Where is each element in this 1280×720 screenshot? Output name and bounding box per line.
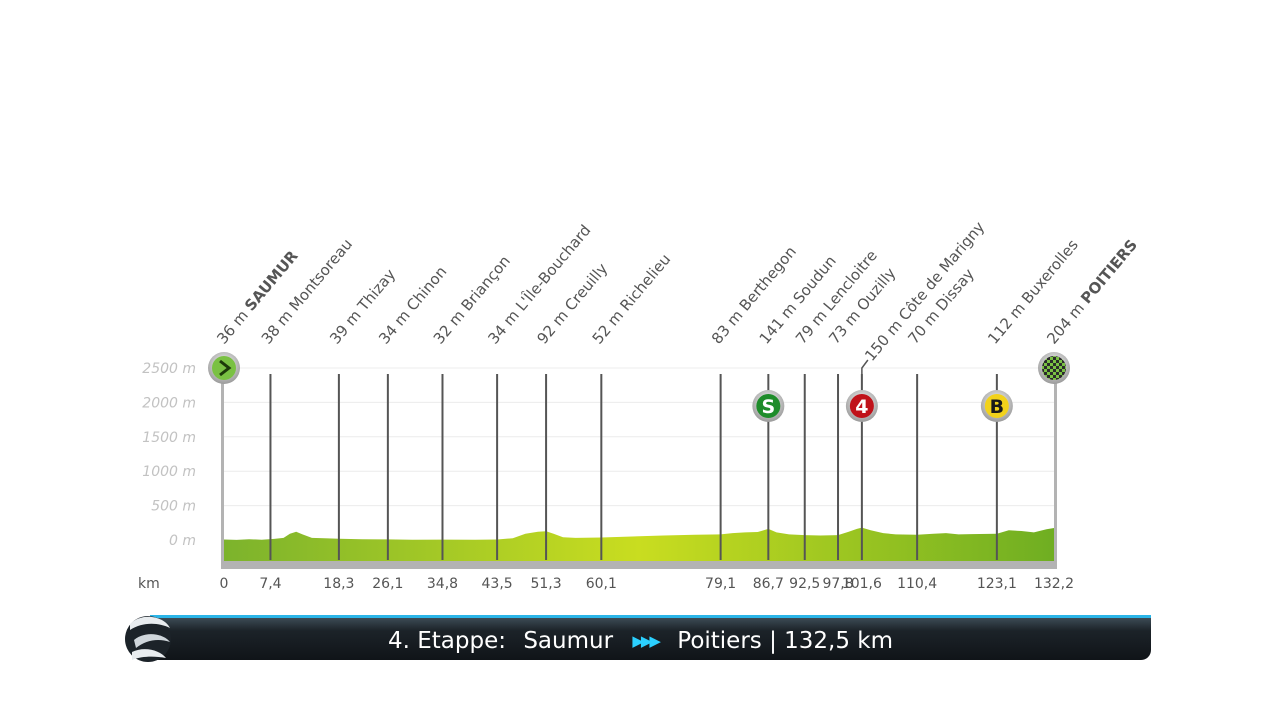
x-tick-label: 101,6: [842, 576, 882, 592]
marker-arrow: [219, 359, 232, 377]
y-tick-label: 1500 m: [142, 430, 196, 446]
stage-number: 4. Etappe:: [388, 627, 506, 654]
climb-marker-b: B: [980, 390, 1013, 422]
marker-symbol: 4: [855, 396, 868, 418]
x-tick-label: 43,5: [482, 576, 513, 592]
waypoint-name: Chinon: [403, 263, 450, 315]
finish-post: [1054, 368, 1057, 560]
climb-marker-4: 4: [845, 390, 878, 422]
marker-disc: [1042, 356, 1066, 380]
waypoint-name: Montsoreau: [286, 235, 357, 314]
y-axis-ticks: 0 m 500 m 1000 m 1500 m 2000 m 2500 m: [142, 361, 196, 549]
marker-disc: [756, 394, 781, 418]
x-tick-label: 132,2: [1034, 576, 1074, 592]
x-tick-label: 97,8: [822, 576, 853, 592]
x-tick-label: 123,1: [977, 576, 1017, 592]
marker-disc: [212, 356, 236, 380]
baseline-bar: [221, 560, 1057, 569]
waypoint-lines: [269, 359, 998, 560]
x-axis-ticks: 0 7,4 18,3 26,1 34,8 43,5 51,3 60,1 79,1 86,7 92,5…: [138, 576, 1074, 592]
x-tick-label: 79,1: [705, 576, 736, 592]
x-tick-label: 7,4: [259, 576, 281, 592]
y-tick-label: 1000 m: [142, 464, 196, 480]
label-connector: [861, 359, 869, 374]
waypoint-label: 83 m Berthegon: [708, 243, 800, 348]
y-tick-label: 0 m: [169, 533, 196, 549]
grid-lines: [224, 367, 1054, 507]
y-tick-label: 500 m: [151, 499, 196, 515]
terrain-area: [224, 527, 1054, 561]
y-tick-label: 2500 m: [142, 361, 196, 377]
x-tick-label: 0: [220, 576, 229, 592]
x-tick-label: 86,7: [753, 576, 784, 592]
start-post: [221, 368, 224, 560]
waypoint-name: POITIERS: [1077, 236, 1141, 307]
x-tick-label: 51,3: [530, 576, 561, 592]
waypoint-name: Buxerolles: [1018, 236, 1082, 307]
waypoint-name: Creuilly: [561, 260, 611, 315]
route-arrows-icon: ▶▶▶: [632, 631, 661, 650]
marker-symbol: S: [761, 396, 775, 418]
x-tick-label: 92,5: [789, 576, 820, 592]
waypoint-altitude: 204 m: [1043, 296, 1091, 348]
waypoint-altitude: 112 m: [984, 296, 1032, 348]
terrain-profile: [224, 527, 1054, 561]
finish-flag-icon: [1038, 352, 1070, 384]
start-flag-icon: [208, 352, 240, 384]
stage-finish-distance: Poitiers | 132,5 km: [677, 627, 894, 654]
x-tick-label: 60,1: [586, 576, 617, 592]
stage-title: 4. Etappe: Saumur ▶▶▶ Poitiers | 132,5 k…: [388, 622, 893, 658]
x-tick-label: 18,3: [323, 576, 354, 592]
x-axis-label: km: [138, 576, 160, 592]
marker-disc: [984, 394, 1009, 418]
broadcaster-logo-icon: [125, 616, 171, 662]
waypoint-altitude: 150 m: [861, 313, 909, 365]
stage-banner: 4. Etappe: Saumur ▶▶▶ Poitiers | 132,5 k…: [150, 615, 1151, 660]
x-tick-label: 26,1: [372, 576, 403, 592]
stage-start: Saumur: [523, 627, 614, 654]
chart-frame: [221, 368, 1057, 569]
y-tick-label: 2000 m: [142, 395, 196, 411]
climb-marker-s: S: [752, 390, 785, 422]
waypoint-markers: S 4 B: [208, 352, 1070, 422]
waypoint-name: Briançon: [458, 252, 514, 314]
waypoint-name: Thizay: [353, 265, 399, 315]
x-tick-label: 34,8: [427, 576, 458, 592]
waypoint-name: Richelieu: [616, 250, 674, 314]
elevation-profile-chart: 0 m 500 m 1000 m 1500 m 2000 m 2500 m 0 7,4 18,…: [138, 218, 1141, 592]
marker-symbol: B: [990, 396, 1004, 418]
x-tick-label: 110,4: [897, 576, 937, 592]
waypoint-label: 36 m SAUMUR: [213, 247, 302, 348]
marker-disc: [849, 394, 874, 418]
